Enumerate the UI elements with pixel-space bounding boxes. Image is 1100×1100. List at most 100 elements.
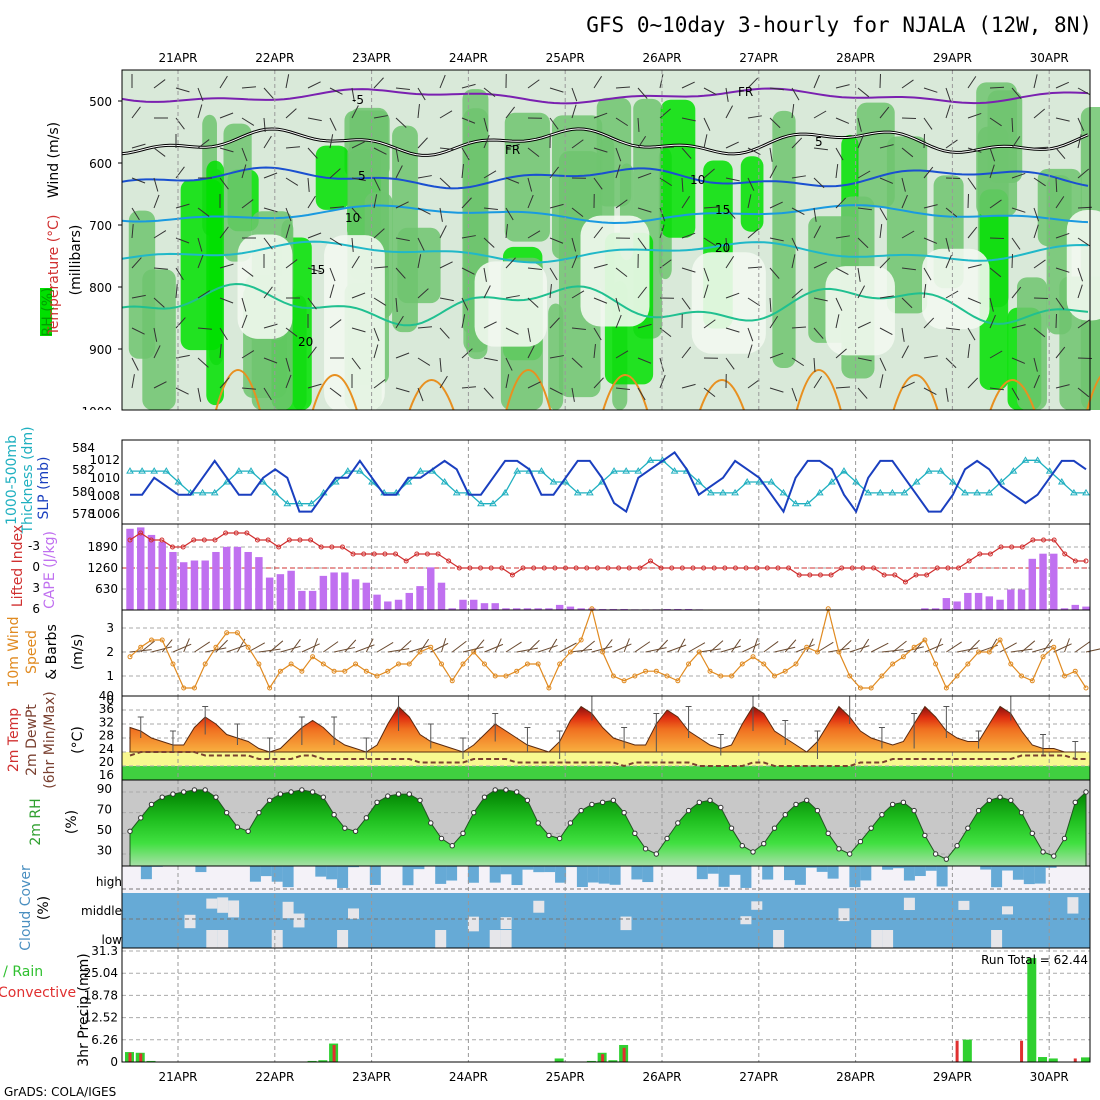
wind-barb (461, 297, 469, 311)
temp-tick: 40 (99, 689, 114, 703)
wind-barb (1033, 146, 1049, 149)
lifted-index-point (371, 551, 377, 557)
wind-speed-point (320, 661, 326, 667)
panel-2m-rh: 90 70 50 30 (97, 779, 1091, 867)
wind-barb (439, 207, 443, 222)
wind-barb (923, 87, 938, 93)
wind-barb (307, 147, 318, 159)
cape-tick: 1260 (87, 561, 118, 575)
rh-legend-swatch (40, 288, 52, 336)
cape-bar (233, 546, 242, 610)
wind-barb (505, 207, 514, 221)
lifted-index-point (966, 558, 972, 564)
wind-barb-10m (484, 643, 504, 653)
wind-barb (747, 177, 755, 191)
wind-barb-10m (570, 648, 593, 653)
rh-point (181, 789, 187, 795)
cape-bar (319, 575, 328, 610)
wind-barb (1033, 327, 1046, 338)
contour-25 (602, 374, 649, 411)
wind-barb (373, 266, 388, 269)
thickness-point (573, 488, 582, 496)
wind-barb (945, 357, 957, 369)
cloud-gap (467, 916, 479, 932)
wind-barb (197, 387, 202, 402)
lifted-index-point (1019, 544, 1025, 550)
wind-barb (945, 237, 950, 252)
cape-bar (212, 551, 220, 610)
contour-25 (699, 379, 745, 411)
wind-barb (637, 87, 648, 99)
wind-barb (791, 387, 798, 402)
thickness-point (210, 488, 219, 496)
thickness-point (416, 467, 425, 474)
wind-barb (1055, 196, 1065, 209)
contour-label: FR (738, 85, 753, 99)
rh-point (1018, 809, 1025, 816)
wind-barb (263, 286, 273, 299)
wind-barb (505, 106, 516, 119)
rh-shade (856, 102, 895, 208)
cape-bar (190, 560, 199, 610)
label-precip-units: 3hr Precip (mm) (76, 953, 92, 1066)
precip-total-bar (1027, 958, 1037, 1062)
cloud-high-bar (609, 866, 621, 885)
cape-bar (1028, 558, 1037, 610)
wind-barb (637, 117, 640, 133)
cloud-gap (348, 908, 359, 919)
wind-barb-10m (1021, 640, 1036, 653)
thickness-point (731, 488, 739, 496)
wind-barb-10m (441, 638, 447, 653)
wind-barb-10m (376, 642, 394, 653)
wind-speed-point (310, 654, 316, 660)
label-convective: Convective (0, 985, 76, 1001)
wind-barb-10m (280, 645, 301, 653)
rh-point (342, 825, 348, 831)
wind-speed-point (148, 637, 154, 643)
wind-barb (329, 134, 334, 149)
wind-barb (989, 199, 1002, 209)
cloud-high-bar (489, 866, 501, 883)
wind-barb (945, 207, 958, 218)
wind-barb-10m (258, 648, 281, 653)
wind-barb (879, 295, 894, 299)
rh-point (428, 820, 434, 826)
wind-barb-10m (140, 640, 155, 653)
wind-barb (967, 147, 982, 153)
cape-bar (1039, 553, 1047, 610)
wind-barb (329, 387, 342, 397)
cloud-high-bar (1002, 866, 1013, 871)
wind-speed-point (857, 685, 863, 691)
wind-barb (945, 87, 952, 102)
wind-barb (989, 297, 994, 312)
wind-speed-point (911, 644, 917, 650)
cloud-high-bar (762, 866, 774, 880)
wind-barb-10m (129, 649, 152, 653)
thickness-point (779, 488, 788, 496)
wind-barb (153, 79, 166, 89)
wind-barb (791, 207, 805, 216)
wind-barb (593, 297, 608, 304)
thickness-point (452, 488, 461, 496)
wind-barb (153, 327, 158, 342)
panel-gap (40, 410, 1090, 438)
cape-bar (566, 606, 575, 610)
date-tick-bottom: 30APR (1030, 1070, 1069, 1084)
thickness-point (852, 478, 860, 485)
wind-barb (285, 327, 298, 337)
wind-barb (329, 117, 337, 131)
wind-barb (373, 327, 380, 342)
rh-point (492, 787, 498, 793)
rh-dry-patch (324, 235, 385, 413)
lifted-index-point (159, 537, 165, 543)
rh-point (245, 828, 251, 834)
wind-barb (461, 147, 470, 161)
label-wind: Wind (m/s) (46, 122, 62, 198)
wind-barb (549, 203, 564, 209)
wind-barb (945, 387, 949, 402)
label-wind-units: (m/s) (70, 634, 86, 671)
cloud-high-bar (936, 866, 948, 887)
wind-barb (923, 166, 934, 179)
wind-barb (967, 297, 982, 304)
thickness-point (126, 467, 134, 474)
